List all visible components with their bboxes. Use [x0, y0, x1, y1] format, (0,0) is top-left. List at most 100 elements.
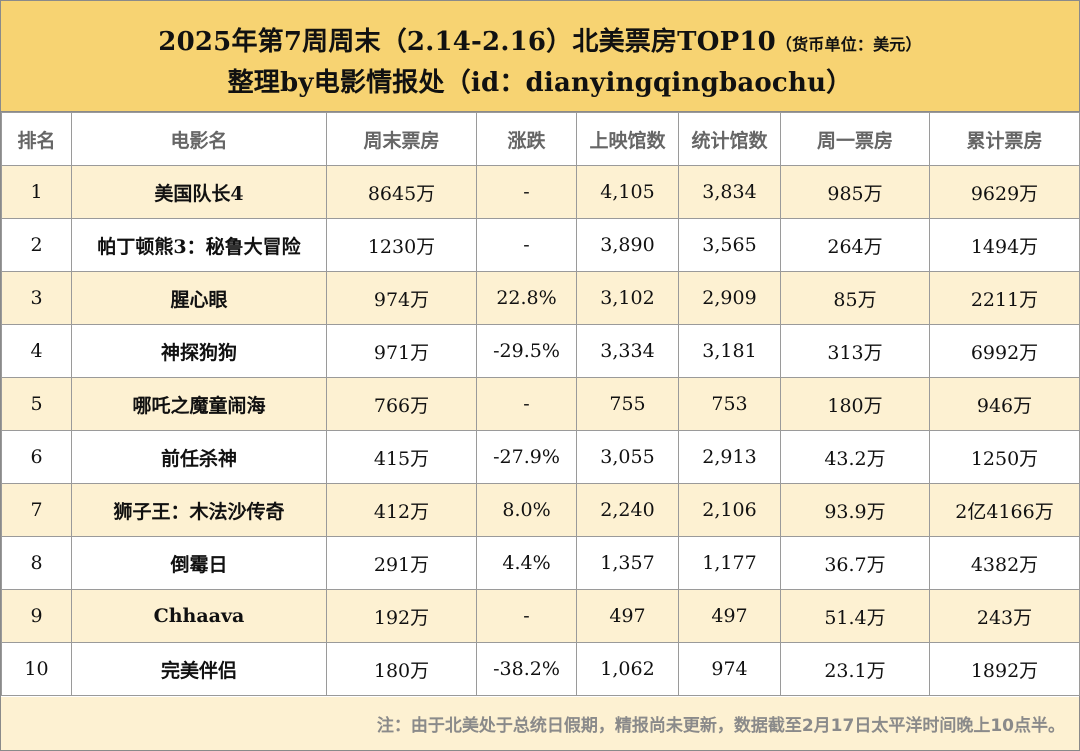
- cell-rank: 3: [1, 271, 72, 325]
- table-row: 2 帕丁顿熊3：秘鲁大冒险 1230万 - 3,890 3,565 264万 1…: [1, 218, 1080, 272]
- cell-rank: 8: [1, 536, 72, 590]
- table-row: 4 神探狗狗 971万 -29.5% 3,334 3,181 313万 6992…: [1, 324, 1080, 378]
- cell-rank: 7: [1, 483, 72, 537]
- cell-theaters: 3,102: [576, 271, 679, 325]
- cell-monday-gross: 93.9万: [780, 483, 930, 537]
- box-office-table: 排名 电影名 周末票房 涨跌 上映馆数 统计馆数 周一票房 累计票房 1 美国队…: [1, 112, 1080, 696]
- cell-theaters: 3,055: [576, 430, 679, 484]
- column-header-counted-theaters: 统计馆数: [678, 112, 781, 166]
- cell-total-gross: 1892万: [929, 642, 1080, 696]
- cell-total-gross: 2亿4166万: [929, 483, 1080, 537]
- page-title: 2025年第7周周末（2.14-2.16）北美票房TOP10（货币单位：美元）: [1, 21, 1079, 58]
- cell-monday-gross: 985万: [780, 165, 930, 219]
- cell-monday-gross: 23.1万: [780, 642, 930, 696]
- page-subtitle: 整理by电影情报处（id：dianyingqingbaochu）: [227, 68, 853, 98]
- cell-change: -: [476, 377, 577, 431]
- table-row: 6 前任杀神 415万 -27.9% 3,055 2,913 43.2万 125…: [1, 430, 1080, 484]
- cell-weekend-gross: 415万: [326, 430, 477, 484]
- cell-counted-theaters: 3,565: [678, 218, 781, 272]
- cell-title: 前任杀神: [71, 430, 327, 484]
- cell-theaters: 3,890: [576, 218, 679, 272]
- cell-counted-theaters: 2,913: [678, 430, 781, 484]
- cell-title: 神探狗狗: [71, 324, 327, 378]
- cell-title: 腥心眼: [71, 271, 327, 325]
- cell-weekend-gross: 971万: [326, 324, 477, 378]
- column-header-monday-gross: 周一票房: [780, 112, 930, 166]
- cell-title: 美国队长4: [71, 165, 327, 219]
- cell-title: 完美伴侣: [71, 642, 327, 696]
- cell-weekend-gross: 192万: [326, 589, 477, 643]
- cell-change: -: [476, 589, 577, 643]
- table-row: 5 哪吒之魔童闹海 766万 - 755 753 180万 946万: [1, 377, 1080, 431]
- table-row: 10 完美伴侣 180万 -38.2% 1,062 974 23.1万 1892…: [1, 642, 1080, 696]
- cell-counted-theaters: 497: [678, 589, 781, 643]
- title-main: 2025年第7周周末（2.14-2.16）北美票房TOP10: [158, 27, 776, 57]
- cell-rank: 6: [1, 430, 72, 484]
- cell-total-gross: 6992万: [929, 324, 1080, 378]
- column-header-change: 涨跌: [476, 112, 577, 166]
- cell-monday-gross: 313万: [780, 324, 930, 378]
- cell-rank: 9: [1, 589, 72, 643]
- table-row: 8 倒霉日 291万 4.4% 1,357 1,177 36.7万 4382万: [1, 536, 1080, 590]
- cell-counted-theaters: 2,106: [678, 483, 781, 537]
- cell-counted-theaters: 2,909: [678, 271, 781, 325]
- cell-weekend-gross: 1230万: [326, 218, 477, 272]
- column-header-total-gross: 累计票房: [929, 112, 1080, 166]
- cell-counted-theaters: 1,177: [678, 536, 781, 590]
- currency-unit: （货币单位：美元）: [775, 35, 922, 54]
- column-header-title: 电影名: [71, 112, 327, 166]
- cell-change: 22.8%: [476, 271, 577, 325]
- cell-total-gross: 4382万: [929, 536, 1080, 590]
- cell-counted-theaters: 3,181: [678, 324, 781, 378]
- cell-change: -38.2%: [476, 642, 577, 696]
- table-header-row: 排名 电影名 周末票房 涨跌 上映馆数 统计馆数 周一票房 累计票房: [1, 112, 1080, 166]
- cell-rank: 4: [1, 324, 72, 378]
- cell-total-gross: 9629万: [929, 165, 1080, 219]
- cell-change: -: [476, 165, 577, 219]
- cell-counted-theaters: 753: [678, 377, 781, 431]
- footer-band: 注：由于北美处于总统日假期，精报尚未更新，数据截至2月17日太平洋时间晚上10点…: [1, 697, 1079, 750]
- cell-rank: 10: [1, 642, 72, 696]
- cell-total-gross: 243万: [929, 589, 1080, 643]
- cell-monday-gross: 51.4万: [780, 589, 930, 643]
- cell-title: Chhaava: [71, 589, 327, 643]
- cell-monday-gross: 85万: [780, 271, 930, 325]
- title-banner: 2025年第7周周末（2.14-2.16）北美票房TOP10（货币单位：美元） …: [1, 1, 1079, 112]
- cell-theaters: 497: [576, 589, 679, 643]
- cell-change: -29.5%: [476, 324, 577, 378]
- cell-change: -27.9%: [476, 430, 577, 484]
- cell-theaters: 3,334: [576, 324, 679, 378]
- cell-counted-theaters: 3,834: [678, 165, 781, 219]
- cell-change: -: [476, 218, 577, 272]
- cell-weekend-gross: 766万: [326, 377, 477, 431]
- cell-title: 帕丁顿熊3：秘鲁大冒险: [71, 218, 327, 272]
- cell-monday-gross: 43.2万: [780, 430, 930, 484]
- cell-weekend-gross: 8645万: [326, 165, 477, 219]
- cell-counted-theaters: 974: [678, 642, 781, 696]
- table-row: 1 美国队长4 8645万 - 4,105 3,834 985万 9629万: [1, 165, 1080, 219]
- cell-weekend-gross: 180万: [326, 642, 477, 696]
- cell-monday-gross: 36.7万: [780, 536, 930, 590]
- cell-theaters: 2,240: [576, 483, 679, 537]
- column-header-weekend-gross: 周末票房: [326, 112, 477, 166]
- cell-theaters: 1,357: [576, 536, 679, 590]
- cell-weekend-gross: 974万: [326, 271, 477, 325]
- cell-total-gross: 1494万: [929, 218, 1080, 272]
- cell-monday-gross: 264万: [780, 218, 930, 272]
- cell-theaters: 755: [576, 377, 679, 431]
- footnote: 注：由于北美处于总统日假期，精报尚未更新，数据截至2月17日太平洋时间晚上10点…: [376, 716, 1065, 736]
- table-row: 9 Chhaava 192万 - 497 497 51.4万 243万: [1, 589, 1080, 643]
- table-row: 7 狮子王：木法沙传奇 412万 8.0% 2,240 2,106 93.9万 …: [1, 483, 1080, 537]
- cell-rank: 2: [1, 218, 72, 272]
- cell-total-gross: 946万: [929, 377, 1080, 431]
- cell-weekend-gross: 291万: [326, 536, 477, 590]
- cell-title: 倒霉日: [71, 536, 327, 590]
- cell-title: 狮子王：木法沙传奇: [71, 483, 327, 537]
- cell-rank: 1: [1, 165, 72, 219]
- cell-change: 8.0%: [476, 483, 577, 537]
- column-header-rank: 排名: [1, 112, 72, 166]
- cell-theaters: 4,105: [576, 165, 679, 219]
- cell-change: 4.4%: [476, 536, 577, 590]
- cell-weekend-gross: 412万: [326, 483, 477, 537]
- table-row: 3 腥心眼 974万 22.8% 3,102 2,909 85万 2211万: [1, 271, 1080, 325]
